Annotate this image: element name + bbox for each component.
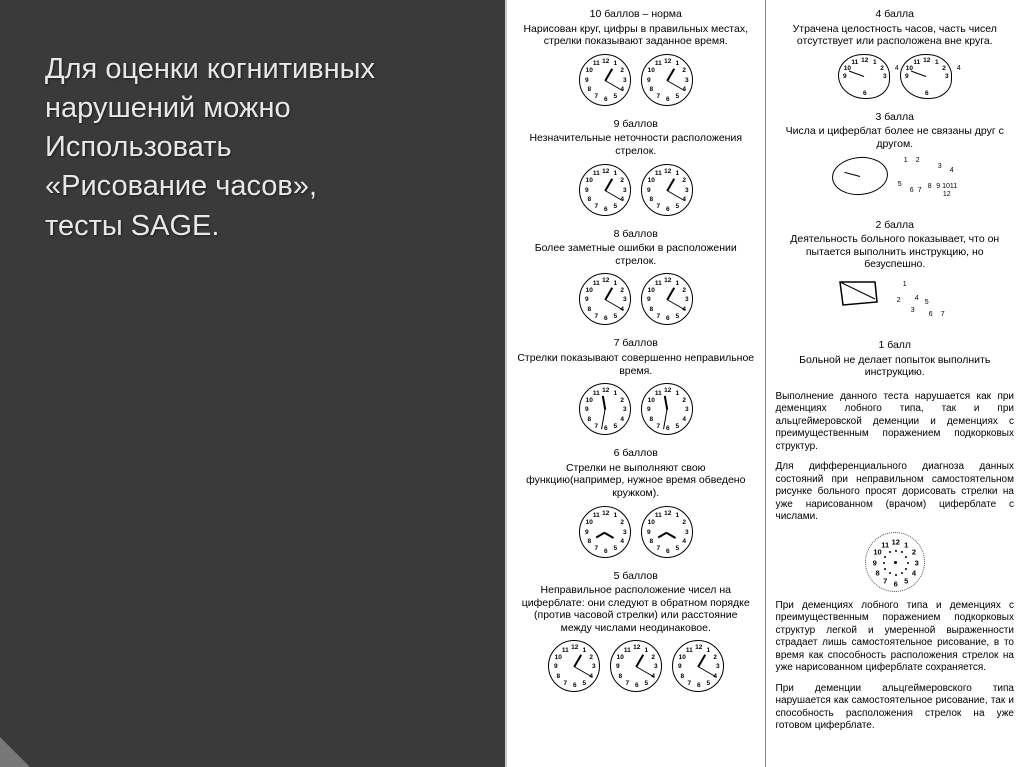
score-desc: Деятельность больного показывает, что он…: [776, 233, 1015, 271]
score-title: 4 балла: [776, 8, 1015, 21]
score-desc: Больной не делает попыток выполнить инст…: [776, 354, 1015, 379]
clock-row: 121236910114 121236910114: [776, 54, 1015, 99]
clock-icon: 121234567891011: [579, 383, 631, 435]
clock-icon: 121234567891011: [672, 640, 724, 692]
score-title: 8 баллов: [517, 228, 755, 241]
clock-icon: 121234567891011: [579, 506, 631, 558]
score-desc: Стрелки не выполняют свою функцию(наприм…: [517, 462, 755, 500]
score-desc: Более заметные ошибки в расположении стр…: [517, 242, 755, 267]
clock-row: 1 2 3 4 5 6 7 8 9 1011 12: [776, 157, 1015, 207]
score-title: 3 балла: [776, 111, 1015, 124]
score-title: 6 баллов: [517, 447, 755, 460]
score-desc: Утрачена целостность часов, часть чисел …: [776, 23, 1015, 48]
clock-row: 121234567891011 121234567891011: [517, 506, 755, 558]
clock-row: 121234567891011 121234567891011: [517, 54, 755, 106]
clock-icon: 121234567891011: [579, 54, 631, 106]
clock-icon: 121234567891011: [610, 640, 662, 692]
score-5: 5 баллов Неправильное расположение чисел…: [517, 570, 755, 693]
clock-row: 121234567891011 121234567891011: [517, 383, 755, 435]
heading-line: Использовать: [45, 128, 475, 167]
score-title: 10 баллов – норма: [517, 8, 755, 21]
scattered-numbers: 1 2 3 4 5 6 7 8 9 1011 12: [898, 157, 958, 207]
score-desc: Неправильное расположение чисел на цифер…: [517, 584, 755, 634]
score-4: 4 балла Утрачена целостность часов, част…: [776, 8, 1015, 99]
clock-row: 1 2 4 3 5 6 7: [776, 277, 1015, 327]
scores-column-right: 4 балла Утрачена целостность часов, част…: [766, 0, 1024, 767]
clock-row: 121234567891011 121234567891011: [517, 273, 755, 325]
clock-icon: 121234567891011: [579, 273, 631, 325]
score-6: 6 баллов Стрелки не выполняют свою функц…: [517, 447, 755, 557]
scores-column-left: 10 баллов – норма Нарисован круг, цифры …: [507, 0, 766, 767]
heading-line: «Рисование часов»,: [45, 167, 475, 206]
clock-icon: 121234567891011: [641, 54, 693, 106]
score-desc: Числа и циферблат более не связаны друг …: [776, 125, 1015, 150]
clock-test-panel: 10 баллов – норма Нарисован круг, цифры …: [505, 0, 1024, 767]
score-2: 2 балла Деятельность больного показывает…: [776, 219, 1015, 327]
score-desc: Незначительные неточности расположения с…: [517, 132, 755, 157]
score-title: 9 баллов: [517, 118, 755, 131]
note-paragraph: При деменциях лобного типа и деменциях с…: [776, 600, 1015, 675]
note-paragraph: При деменции альцгеймеровского типа нару…: [776, 683, 1015, 733]
score-9: 9 баллов Незначительные неточности распо…: [517, 118, 755, 216]
clock-distorted-icon: 121236910114: [900, 54, 952, 99]
score-desc: Нарисован круг, цифры в правильных места…: [517, 23, 755, 48]
slide-heading: Для оценки когнитивных нарушений можно И…: [45, 50, 475, 246]
clock-row: 121234567891011 121234567891011: [517, 164, 755, 216]
score-8: 8 баллов Более заметные ошибки в располо…: [517, 228, 755, 326]
clock-icon: 121234567891011: [641, 273, 693, 325]
score-desc: Стрелки показывают совершенно неправильн…: [517, 352, 755, 377]
scattered-numbers: 1 2 4 3 5 6 7: [895, 277, 955, 327]
score-7: 7 баллов Стрелки показывают совершенно н…: [517, 337, 755, 435]
heading-line: Для оценки когнитивных: [45, 50, 475, 89]
clock-dotted-template: 121234567891011: [865, 532, 925, 592]
clock-blob-icon: [830, 154, 889, 197]
clock-icon: 121234567891011: [579, 164, 631, 216]
score-3: 3 балла Числа и циферблат более не связа…: [776, 111, 1015, 207]
score-10: 10 баллов – норма Нарисован круг, цифры …: [517, 8, 755, 106]
clock-icon: 121234567891011: [641, 383, 693, 435]
note-paragraph: Для дифференциального диагноза данных со…: [776, 461, 1015, 524]
clock-icon: 121234567891011: [641, 164, 693, 216]
score-title: 1 балл: [776, 339, 1015, 352]
heading-line: нарушений можно: [45, 89, 475, 128]
note-paragraph: Выполнение данного теста нарушается как …: [776, 391, 1015, 454]
score-title: 7 баллов: [517, 337, 755, 350]
slide-left-panel: Для оценки когнитивных нарушений можно И…: [0, 0, 505, 767]
clock-distorted-icon: 121236910114: [838, 54, 890, 99]
score-1: 1 балл Больной не делает попыток выполни…: [776, 339, 1015, 379]
clock-broken-icon: [835, 277, 885, 319]
clock-icon: 121234567891011: [548, 640, 600, 692]
heading-line: тесты SAGE.: [45, 207, 475, 246]
score-title: 5 баллов: [517, 570, 755, 583]
score-title: 2 балла: [776, 219, 1015, 232]
clock-icon: 121234567891011: [641, 506, 693, 558]
clock-row: 121234567891011 121234567891011 12123456…: [517, 640, 755, 692]
